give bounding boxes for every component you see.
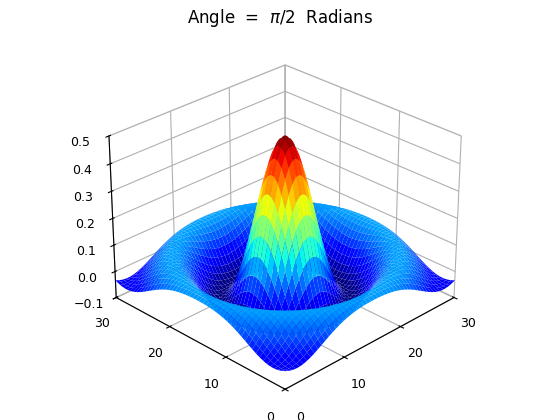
Title: Angle  =  $\pi$/2  Radians: Angle = $\pi$/2 Radians xyxy=(187,7,373,29)
